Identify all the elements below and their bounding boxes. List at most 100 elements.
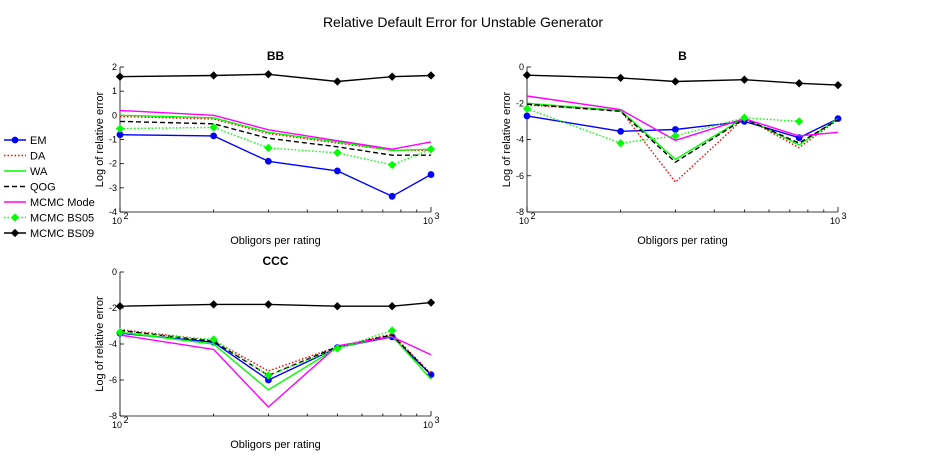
legend-label: EM bbox=[30, 135, 47, 147]
series-mcmc-mode bbox=[119, 334, 432, 408]
data-point bbox=[209, 335, 218, 344]
series-line-qog bbox=[119, 120, 431, 156]
data-point bbox=[264, 70, 273, 79]
panel-title: B bbox=[678, 49, 687, 63]
data-point bbox=[671, 131, 680, 141]
x-tick-label: 10 bbox=[423, 420, 433, 430]
data-point bbox=[264, 300, 273, 309]
y-tick-label: -4 bbox=[516, 135, 524, 145]
x-tick-exponent: 2 bbox=[123, 415, 128, 425]
data-point bbox=[333, 344, 342, 353]
figure-title: Relative Default Error for Unstable Gene… bbox=[323, 14, 603, 30]
data-point bbox=[387, 72, 397, 81]
data-point bbox=[617, 127, 625, 135]
data-point bbox=[264, 371, 273, 380]
x-axis-title: Obligors per rating bbox=[637, 235, 728, 247]
series-line-mcmc-bs05 bbox=[119, 329, 393, 377]
y-tick-label: -2 bbox=[109, 159, 117, 169]
data-point bbox=[833, 80, 843, 90]
series-da bbox=[119, 115, 431, 152]
data-point bbox=[426, 145, 436, 154]
y-tick-label: -2 bbox=[516, 98, 524, 108]
data-point bbox=[115, 328, 125, 337]
data-point bbox=[426, 71, 436, 80]
legend-entry-em: EM bbox=[4, 135, 47, 147]
series-da bbox=[526, 104, 839, 183]
legend-marker bbox=[10, 228, 20, 238]
series-em bbox=[116, 131, 435, 200]
legend-label: MCMC BS05 bbox=[30, 213, 94, 225]
series-wa bbox=[526, 102, 839, 161]
x-tick-exponent: 3 bbox=[434, 415, 439, 425]
data-point bbox=[388, 192, 396, 200]
panel-title: BB bbox=[267, 49, 285, 63]
x-tick-exponent: 2 bbox=[530, 211, 535, 221]
legend-marker bbox=[11, 136, 19, 144]
series-line-mcmc-bs09 bbox=[119, 73, 432, 83]
data-point bbox=[115, 72, 125, 81]
data-point bbox=[794, 117, 804, 126]
series-mcmc-mode bbox=[119, 109, 432, 150]
series-line-wa bbox=[119, 331, 432, 391]
series-mcmc-bs05 bbox=[522, 104, 804, 148]
data-point bbox=[740, 75, 749, 84]
data-point bbox=[616, 138, 625, 148]
series-da bbox=[119, 328, 432, 375]
series-line-wa bbox=[119, 114, 432, 152]
data-point bbox=[671, 126, 679, 133]
series-line-em bbox=[526, 115, 839, 139]
series-qog bbox=[526, 103, 839, 163]
legend-label: DA bbox=[30, 151, 46, 163]
series-line-mcmc-mode bbox=[526, 95, 839, 142]
data-point bbox=[209, 300, 218, 309]
legend-entry-mcmc-bs05: MCMC BS05 bbox=[4, 213, 94, 225]
series-line-em bbox=[119, 134, 432, 198]
y-tick-label: -6 bbox=[516, 171, 524, 181]
legend-entry-da: DA bbox=[4, 151, 46, 163]
series-line-qog bbox=[526, 103, 839, 163]
legend-marker bbox=[10, 213, 20, 222]
data-point bbox=[387, 160, 397, 170]
series-line-mcmc-bs09 bbox=[526, 74, 839, 86]
y-tick-label: 0 bbox=[112, 110, 117, 120]
data-point bbox=[522, 104, 532, 113]
series-qog bbox=[119, 120, 431, 156]
y-tick-label: -8 bbox=[516, 207, 524, 217]
data-point bbox=[115, 302, 125, 311]
data-point bbox=[209, 123, 218, 132]
y-tick-label: 1 bbox=[112, 86, 117, 96]
y-tick-label: -2 bbox=[109, 303, 117, 313]
series-line-wa bbox=[526, 102, 839, 161]
series-mcmc-bs05 bbox=[115, 326, 397, 380]
x-tick-label: 10 bbox=[112, 420, 122, 430]
legend-entry-wa: WA bbox=[4, 166, 48, 178]
x-tick-label: 10 bbox=[112, 216, 122, 226]
x-tick-label: 10 bbox=[423, 216, 433, 226]
data-point bbox=[264, 157, 272, 165]
x-tick-label: 10 bbox=[519, 216, 529, 226]
x-axis-title: Obligors per rating bbox=[230, 235, 321, 247]
x-tick-label: 10 bbox=[830, 216, 840, 226]
data-point bbox=[671, 77, 680, 86]
data-point bbox=[387, 326, 397, 335]
y-tick-label: 2 bbox=[112, 62, 117, 72]
x-axis-title: Obligors per rating bbox=[230, 439, 321, 451]
data-point bbox=[523, 112, 531, 120]
series-line-da bbox=[526, 104, 839, 183]
data-point bbox=[333, 167, 341, 175]
y-tick-label: -1 bbox=[109, 135, 117, 145]
series-line-qog bbox=[119, 329, 432, 377]
series-mcmc-bs09 bbox=[115, 298, 436, 311]
series-em bbox=[523, 112, 842, 142]
data-point bbox=[427, 171, 435, 178]
y-tick-label: 0 bbox=[519, 62, 524, 72]
y-tick-label: -6 bbox=[109, 375, 117, 385]
series-mcmc-bs05 bbox=[115, 123, 436, 170]
series-mcmc-mode bbox=[526, 95, 839, 142]
legend-label: QOG bbox=[30, 182, 56, 194]
x-tick-exponent: 2 bbox=[123, 211, 128, 221]
